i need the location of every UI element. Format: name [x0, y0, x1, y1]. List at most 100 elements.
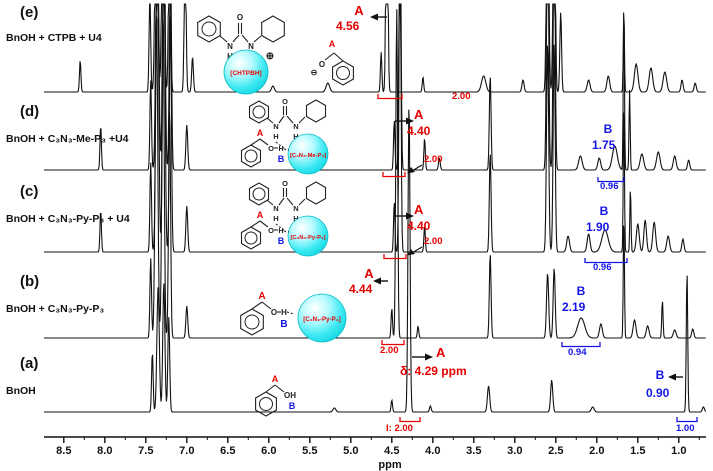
peak-a-label-e: A: [354, 3, 364, 18]
cyclohexyl-ring: [305, 99, 327, 123]
integral-bracket-a-c: [383, 254, 407, 260]
peak-a-shift-a: δ: 4.29 ppm: [400, 364, 467, 378]
peak-a-shift-c: 4.40: [407, 219, 431, 233]
o-atom: O: [282, 97, 288, 106]
o-atom: O: [268, 144, 274, 153]
axis-tick-label: 7.0: [179, 445, 194, 457]
proton-b-label: B: [278, 236, 285, 246]
aromatic-circle: [336, 66, 350, 80]
peak-b-shift-a: 0.90: [646, 386, 670, 400]
catalyst-ball: [297, 293, 347, 343]
aromatic-circle: [259, 397, 273, 411]
proton-b-label: B: [278, 154, 285, 164]
peak-a-label-d: A: [414, 107, 424, 122]
peak-b-shift-d: 1.75: [592, 138, 616, 152]
sample-name-c: BnOH + C₃N₃-Py-P₃ + U4: [6, 213, 130, 225]
spectrum-trace-e: [44, 3, 706, 93]
integral-a-e: 2.00: [452, 91, 471, 102]
structure-a: A OH B: [255, 374, 296, 417]
o-atom: O: [282, 179, 288, 188]
axis-tick-label: 1.5: [630, 445, 645, 457]
n-atom: N: [293, 204, 298, 213]
peak-b-shift-b: 2.19: [562, 300, 586, 314]
axis-tick-label: 8.5: [56, 445, 71, 457]
axis-tick-label: 3.0: [507, 445, 522, 457]
o-atom: O: [237, 13, 243, 22]
integral-a-a: I: 2.00: [386, 423, 413, 434]
arrow-down-left-icon: [407, 164, 423, 174]
integral-bracket-a-d: [382, 172, 406, 178]
integral-b-b: 0.94: [568, 347, 587, 358]
axis-tick-label: 6.0: [261, 445, 276, 457]
h-atom: H: [273, 214, 278, 223]
arrow-right-icon: [395, 212, 414, 220]
n-atom: N: [273, 204, 278, 213]
catalyst-ball: [223, 49, 269, 95]
catalyst-ball-label: [CHTPBH]: [230, 70, 261, 77]
h-atom: H: [278, 146, 283, 153]
catalyst-ball-label: [C₃N₃-Py-P₃]: [290, 235, 325, 241]
integral-bracket-a-e: [377, 94, 403, 100]
axis-tick-label: 6.5: [220, 445, 235, 457]
catalyst-ball: [287, 215, 329, 257]
axis-tick-label: 5.5: [302, 445, 317, 457]
cyclohexyl-ring: [305, 181, 327, 205]
n-atom: N: [248, 42, 254, 51]
arrow-left-icon: [373, 277, 388, 285]
structure-c: N H O N H [C₃N₃-Py-P₃] A O H B: [240, 179, 329, 257]
row-letter-a: (a): [20, 355, 39, 372]
spectrum-trace-d: [44, 3, 706, 171]
phenyl-ring: [255, 391, 277, 417]
axis-tick-label: 1.0: [671, 445, 686, 457]
spectrum-trace-a: [44, 109, 707, 413]
integral-b-c: 0.96: [593, 262, 612, 273]
integral-bracket-b-a: [676, 417, 698, 423]
proton-a-label: A: [329, 39, 336, 49]
integral-a-b: 2.00: [380, 345, 399, 356]
axis-tick-label: 5.0: [343, 445, 358, 457]
proton-a-label: A: [257, 210, 264, 220]
aromatic-circle: [252, 187, 266, 201]
integral-b-a: 1.00: [676, 423, 695, 434]
n-atom: N: [227, 42, 233, 51]
arrow-left-icon: [370, 13, 387, 21]
aromatic-circle: [252, 105, 266, 119]
peak-a-label-a: A: [436, 345, 446, 360]
h-atom: H: [281, 308, 287, 317]
aromatic-circle: [201, 21, 217, 37]
proton-a-label: A: [258, 291, 265, 302]
axis-tick-label: 3.5: [466, 445, 481, 457]
h-atom: H: [293, 214, 298, 223]
sample-name-d: BnOH + C₃N₃-Me-P₃ +U4: [6, 133, 129, 145]
arrow-left-icon: [668, 373, 683, 381]
integral-bracket-a-b: [381, 340, 405, 346]
arrow-down-left-icon: [407, 246, 423, 256]
phenyl-ring: [240, 144, 262, 168]
row-letter-c: (c): [20, 183, 39, 200]
cyclohexyl-ring: [261, 15, 285, 43]
sample-name-a: BnOH: [6, 385, 36, 397]
axis-tick-label: 4.0: [425, 445, 440, 457]
structure-b: A O H B [C₃N₃-Py-P₃]: [240, 291, 347, 343]
catalyst-ball: [287, 133, 329, 175]
phenyl-ring: [240, 308, 264, 336]
minus-charge-icon: ⊖: [311, 68, 318, 77]
proton-a-label: A: [257, 128, 264, 138]
aromatic-circle: [244, 231, 258, 245]
o-atom: O: [268, 226, 274, 235]
n-atom: N: [293, 122, 298, 131]
proton-b-label: B: [280, 319, 287, 330]
structure-e: N H O N H [CHTPBH] ⊕ A O ⊖: [197, 13, 354, 95]
peak-a-label-b: A: [364, 266, 374, 281]
catalyst-ball-label: [C₃N₃-Py-P₃]: [303, 316, 340, 323]
h-atom: H: [293, 132, 298, 141]
phenyl-ring: [248, 100, 270, 124]
peak-a-shift-b: 4.44: [349, 282, 373, 296]
spectrum-trace-b: [44, 9, 706, 339]
row-letter-d: (d): [20, 103, 40, 120]
arrow-right-icon: [395, 117, 414, 125]
row-letter-e: (e): [20, 4, 39, 21]
n-atom: N: [273, 122, 278, 131]
integral-bracket-a-a: [399, 417, 421, 423]
